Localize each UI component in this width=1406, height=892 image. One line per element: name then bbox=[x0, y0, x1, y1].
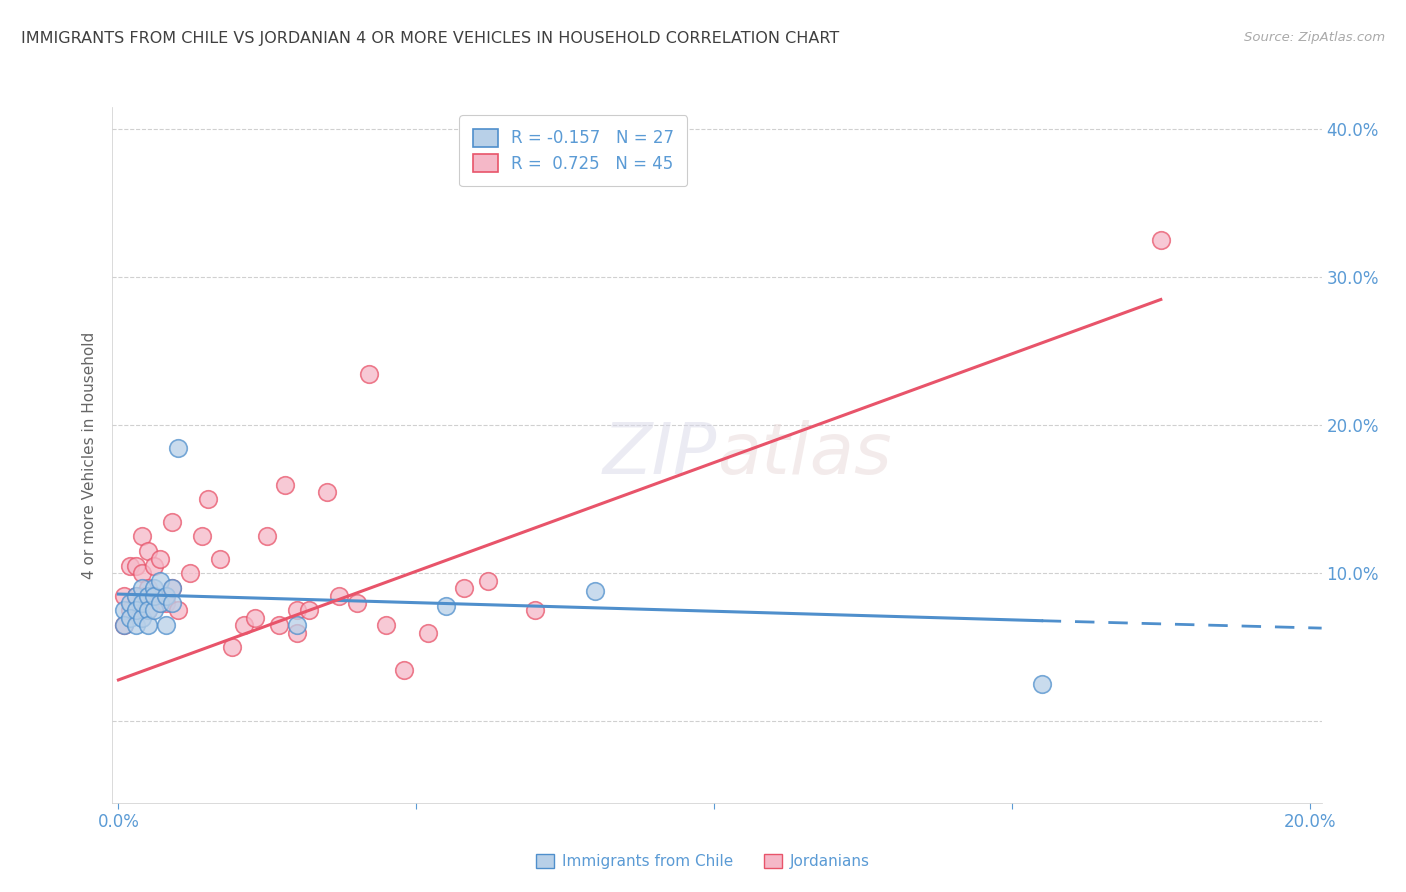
Point bbox=[316, 484, 339, 499]
Point bbox=[375, 618, 398, 632]
Point bbox=[285, 603, 308, 617]
Point bbox=[143, 558, 166, 573]
Y-axis label: 4 or more Vehicles in Household: 4 or more Vehicles in Household bbox=[82, 331, 97, 579]
Text: atlas: atlas bbox=[717, 420, 891, 490]
Point bbox=[221, 640, 243, 655]
Point bbox=[125, 603, 148, 617]
Point bbox=[131, 529, 153, 543]
Point bbox=[143, 581, 166, 595]
Point bbox=[112, 603, 135, 617]
Point bbox=[125, 558, 148, 573]
Point bbox=[232, 618, 254, 632]
Point bbox=[583, 584, 606, 599]
Legend: Immigrants from Chile, Jordanians: Immigrants from Chile, Jordanians bbox=[530, 848, 876, 875]
Point bbox=[357, 367, 380, 381]
Point bbox=[167, 441, 190, 455]
Point bbox=[197, 492, 219, 507]
Point bbox=[120, 603, 142, 617]
Text: ZIP: ZIP bbox=[603, 420, 717, 490]
Legend: R = -0.157   N = 27, R =  0.725   N = 45: R = -0.157 N = 27, R = 0.725 N = 45 bbox=[460, 115, 688, 186]
Point bbox=[149, 596, 172, 610]
Point bbox=[155, 589, 177, 603]
Point bbox=[160, 581, 183, 595]
Point bbox=[167, 603, 190, 617]
Point bbox=[112, 618, 135, 632]
Point bbox=[143, 589, 166, 603]
Point bbox=[112, 589, 135, 603]
Point bbox=[131, 581, 153, 595]
Point bbox=[269, 618, 291, 632]
Point bbox=[136, 544, 159, 558]
Point bbox=[285, 625, 308, 640]
Point bbox=[155, 618, 177, 632]
Point bbox=[179, 566, 201, 581]
Text: Source: ZipAtlas.com: Source: ZipAtlas.com bbox=[1244, 31, 1385, 45]
Point bbox=[1150, 233, 1173, 247]
Point bbox=[160, 515, 183, 529]
Point bbox=[1031, 677, 1053, 691]
Point bbox=[256, 529, 278, 543]
Point bbox=[131, 596, 153, 610]
Point bbox=[155, 596, 177, 610]
Point bbox=[125, 589, 148, 603]
Point bbox=[136, 589, 159, 603]
Point bbox=[120, 611, 142, 625]
Point bbox=[131, 611, 153, 625]
Point bbox=[285, 618, 308, 632]
Point bbox=[112, 618, 135, 632]
Point bbox=[160, 596, 183, 610]
Point bbox=[136, 581, 159, 595]
Point bbox=[143, 589, 166, 603]
Point bbox=[298, 603, 321, 617]
Point bbox=[477, 574, 499, 588]
Point bbox=[149, 596, 172, 610]
Point bbox=[346, 596, 368, 610]
Point bbox=[328, 589, 350, 603]
Point bbox=[208, 551, 231, 566]
Point bbox=[125, 589, 148, 603]
Point bbox=[120, 558, 142, 573]
Point bbox=[524, 603, 547, 617]
Point bbox=[274, 477, 297, 491]
Point bbox=[120, 596, 142, 610]
Point bbox=[418, 625, 440, 640]
Point bbox=[131, 566, 153, 581]
Point bbox=[149, 551, 172, 566]
Point bbox=[131, 589, 153, 603]
Text: IMMIGRANTS FROM CHILE VS JORDANIAN 4 OR MORE VEHICLES IN HOUSEHOLD CORRELATION C: IMMIGRANTS FROM CHILE VS JORDANIAN 4 OR … bbox=[21, 31, 839, 46]
Point bbox=[136, 618, 159, 632]
Point bbox=[434, 599, 457, 613]
Point bbox=[160, 581, 183, 595]
Point bbox=[136, 603, 159, 617]
Point bbox=[143, 603, 166, 617]
Point bbox=[394, 663, 416, 677]
Point bbox=[125, 618, 148, 632]
Point bbox=[245, 611, 267, 625]
Point bbox=[136, 603, 159, 617]
Point bbox=[191, 529, 214, 543]
Point bbox=[453, 581, 475, 595]
Point bbox=[155, 589, 177, 603]
Point bbox=[149, 574, 172, 588]
